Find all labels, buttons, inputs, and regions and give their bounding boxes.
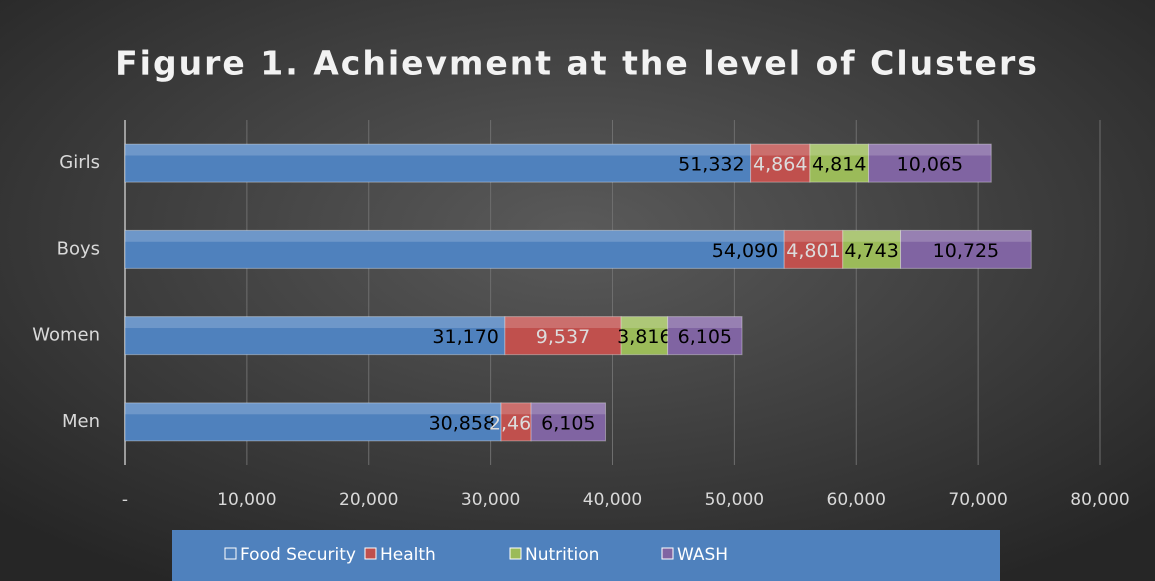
bar-segment: [124, 402, 502, 442]
bar-highlight: [125, 230, 785, 242]
data-label: 10,725: [933, 240, 999, 262]
x-tick-label: 50,000: [705, 490, 764, 510]
bar-highlight: [531, 402, 606, 415]
bar-segment: [124, 143, 752, 183]
bar-segment: [500, 402, 532, 442]
x-tick-label: 40,000: [583, 490, 642, 510]
data-label: 54,090: [712, 240, 778, 262]
legend-marker: [364, 547, 377, 560]
chart-title: Figure 1. Achievment at the level of Clu…: [115, 44, 1039, 83]
bar-highlight: [504, 316, 622, 329]
category-label: Boys: [57, 238, 100, 259]
bar-highlight: [125, 144, 751, 156]
bar-segment: [124, 229, 785, 269]
bar-segment: [809, 143, 870, 183]
legend-label: WASH: [677, 545, 728, 565]
bar-segment: [530, 402, 607, 442]
category-label: Men: [62, 411, 100, 432]
legend-marker: [509, 547, 522, 560]
x-tick-label: 80,000: [1070, 490, 1129, 510]
bar-highlight: [125, 402, 502, 415]
legend-label: Health: [380, 545, 436, 565]
data-label: 9,537: [536, 326, 590, 348]
legend-marker: [661, 547, 674, 560]
bar-segment: [868, 143, 992, 183]
bar-highlight: [868, 144, 992, 156]
bar-highlight: [501, 402, 532, 415]
data-label: 4,814: [812, 154, 866, 176]
x-tick-label: -: [122, 490, 128, 510]
x-tick-label: 60,000: [827, 490, 886, 510]
data-label: 6,105: [541, 412, 595, 434]
legend-box: [172, 530, 1000, 581]
bar-segment: [667, 316, 743, 356]
bar-highlight: [750, 144, 810, 156]
bar-highlight: [621, 316, 668, 329]
legend-label: Food Security: [240, 545, 356, 565]
bar-segment: [504, 316, 622, 356]
data-label: 31,170: [432, 326, 498, 348]
data-label: 4,801: [786, 240, 840, 262]
bar-highlight: [900, 230, 1032, 242]
data-label: 3,816: [617, 326, 671, 348]
x-tick-label: 30,000: [461, 490, 520, 510]
bar-highlight: [125, 316, 505, 329]
legend-marker: [224, 547, 237, 560]
data-label: 30,858: [429, 412, 495, 434]
data-label: 4,743: [844, 240, 898, 262]
x-tick-label: 10,000: [217, 490, 276, 510]
bar-highlight: [842, 230, 901, 242]
bar-segment: [900, 229, 1032, 269]
bar-segment: [783, 229, 844, 269]
data-label: 51,332: [678, 154, 744, 176]
data-label: 2,464: [489, 412, 543, 434]
bar-highlight: [809, 144, 869, 156]
bar-highlight: [784, 230, 843, 242]
legend-label: Nutrition: [525, 545, 599, 565]
x-tick-label: 20,000: [339, 490, 398, 510]
category-label: Women: [32, 325, 100, 346]
data-label: 6,105: [678, 326, 732, 348]
category-label: Girls: [59, 152, 100, 173]
bar-segment: [620, 316, 669, 356]
bar-segment: [124, 316, 506, 356]
bar-highlight: [667, 316, 743, 329]
x-tick-label: 70,000: [948, 490, 1007, 510]
data-label: 10,065: [897, 154, 963, 176]
data-label: 4,864: [753, 154, 807, 176]
